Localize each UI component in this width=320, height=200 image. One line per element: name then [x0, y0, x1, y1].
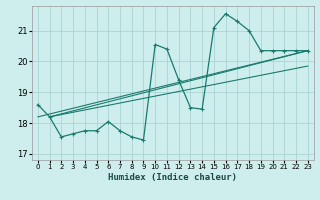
X-axis label: Humidex (Indice chaleur): Humidex (Indice chaleur)	[108, 173, 237, 182]
